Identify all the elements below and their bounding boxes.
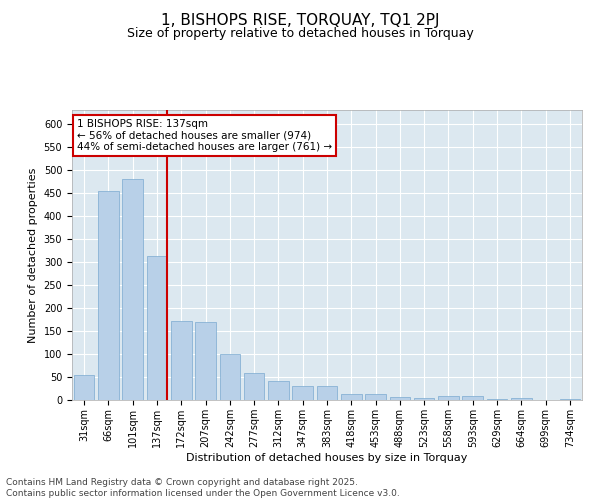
Bar (438, 396, 459, 400)
Bar (122, 179, 143, 400)
X-axis label: Distribution of detached houses by size in Torquay: Distribution of detached houses by size … (187, 452, 467, 462)
Bar (463, 396, 483, 400)
Bar (268, 380, 289, 400)
Bar (414, 398, 434, 400)
Bar (74, 374, 94, 400)
Bar (560, 399, 580, 400)
Text: 1 BISHOPS RISE: 137sqm
← 56% of detached houses are smaller (974)
44% of semi-de: 1 BISHOPS RISE: 137sqm ← 56% of detached… (77, 118, 332, 152)
Bar (341, 394, 362, 400)
Bar (171, 321, 191, 400)
Bar (195, 322, 216, 400)
Text: Size of property relative to detached houses in Torquay: Size of property relative to detached ho… (127, 28, 473, 40)
Bar (365, 394, 386, 400)
Text: Contains HM Land Registry data © Crown copyright and database right 2025.
Contai: Contains HM Land Registry data © Crown c… (6, 478, 400, 498)
Bar (511, 398, 532, 400)
Bar (220, 354, 240, 400)
Bar (389, 397, 410, 400)
Bar (244, 374, 265, 400)
Bar (317, 386, 337, 400)
Y-axis label: Number of detached properties: Number of detached properties (28, 168, 38, 342)
Bar (98, 190, 119, 400)
Text: 1, BISHOPS RISE, TORQUAY, TQ1 2PJ: 1, BISHOPS RISE, TORQUAY, TQ1 2PJ (161, 12, 439, 28)
Bar (292, 386, 313, 400)
Bar (487, 398, 508, 400)
Bar (146, 256, 167, 400)
